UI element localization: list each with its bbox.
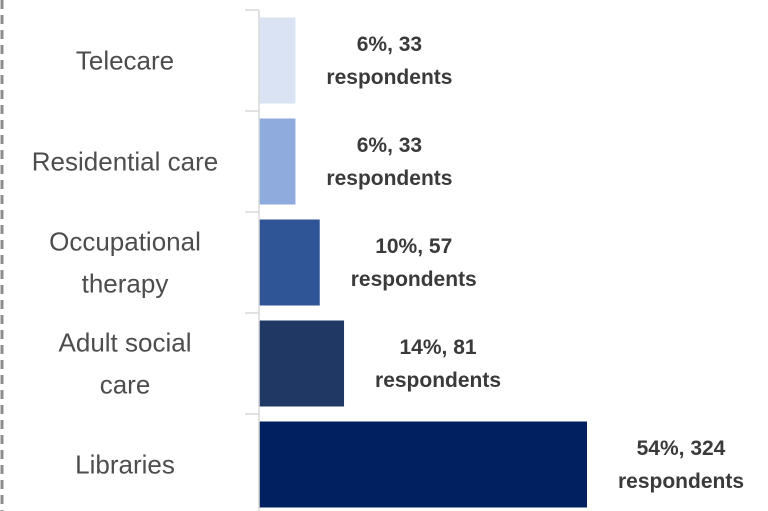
data-label-telecare: 6%, 33 respondents bbox=[326, 33, 452, 89]
bar-residential-care bbox=[259, 118, 296, 205]
bar-telecare bbox=[259, 17, 296, 104]
data-label-adult-social-care: 14%, 81 respondents bbox=[375, 336, 501, 392]
category-label-libraries: Libraries bbox=[75, 450, 175, 480]
category-label-occupational-therapy: Occupational therapy bbox=[49, 227, 201, 299]
category-label-residential-care: Residential care bbox=[32, 147, 218, 177]
data-label-occupational-therapy: 10%, 57 respondents bbox=[351, 235, 477, 291]
data-label-libraries: 54%, 324 respondents bbox=[618, 437, 744, 493]
bar-adult-social-care bbox=[259, 320, 345, 407]
category-label-adult-social-care: Adult social care bbox=[59, 328, 192, 400]
category-label-telecare: Telecare bbox=[76, 46, 174, 76]
bar-occupational-therapy bbox=[259, 219, 320, 306]
data-label-residential-care: 6%, 33 respondents bbox=[326, 134, 452, 190]
bar-libraries bbox=[259, 421, 587, 508]
